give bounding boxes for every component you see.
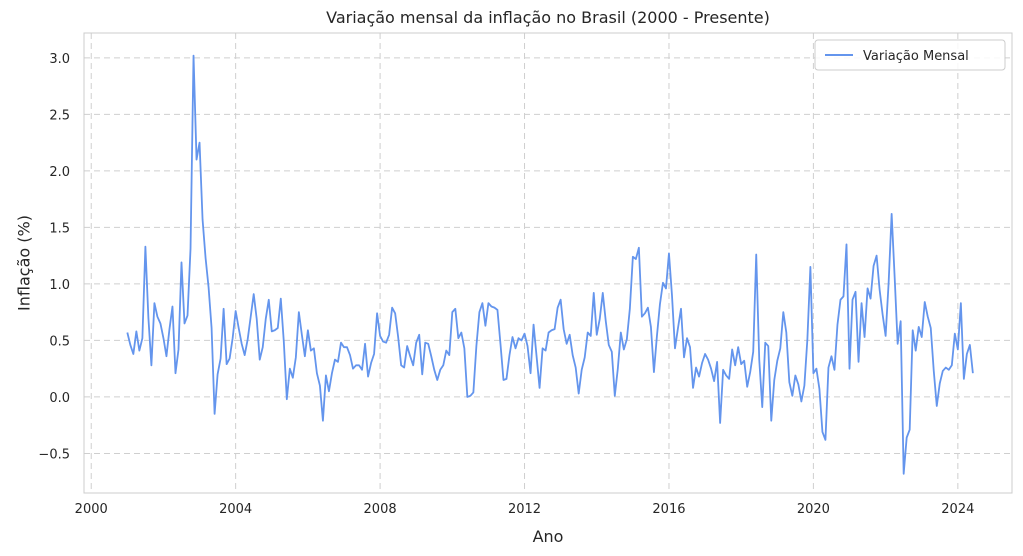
- chart-title: Variação mensal da inflação no Brasil (2…: [326, 8, 770, 27]
- y-axis-title: Inflação (%): [15, 215, 34, 311]
- y-axis: −0.5 0.0 0.5 1.0 1.5 2.0 2.5 3.0: [38, 52, 70, 463]
- x-axis: 2000 2004 2008 2012 2016 2020 2024: [75, 502, 975, 517]
- y-tick-label: 2.0: [49, 165, 70, 180]
- x-tick-label: 2020: [797, 502, 830, 517]
- x-tick-label: 2008: [364, 502, 397, 517]
- y-tick-label: 2.5: [49, 108, 70, 123]
- y-tick-label: 0.5: [49, 334, 70, 349]
- series-layer: [126, 54, 974, 475]
- y-tick-label: 3.0: [49, 52, 70, 67]
- x-tick-label: 2012: [508, 502, 541, 517]
- series-line-0: [126, 54, 974, 475]
- y-tick-label: −0.5: [38, 447, 70, 462]
- y-tick-label: 1.0: [49, 278, 70, 293]
- x-axis-title: Ano: [533, 527, 564, 546]
- legend: Variação Mensal: [814, 39, 1006, 71]
- legend-label: Variação Mensal: [863, 49, 969, 64]
- x-tick-label: 2004: [219, 502, 252, 517]
- plot-frame: [83, 32, 1013, 494]
- y-tick-label: 1.5: [49, 221, 70, 236]
- x-tick-label: 2016: [652, 502, 685, 517]
- x-tick-label: 2024: [941, 502, 974, 517]
- x-tick-label: 2000: [75, 502, 108, 517]
- legend-box: [814, 39, 1006, 71]
- y-tick-label: 0.0: [49, 391, 70, 406]
